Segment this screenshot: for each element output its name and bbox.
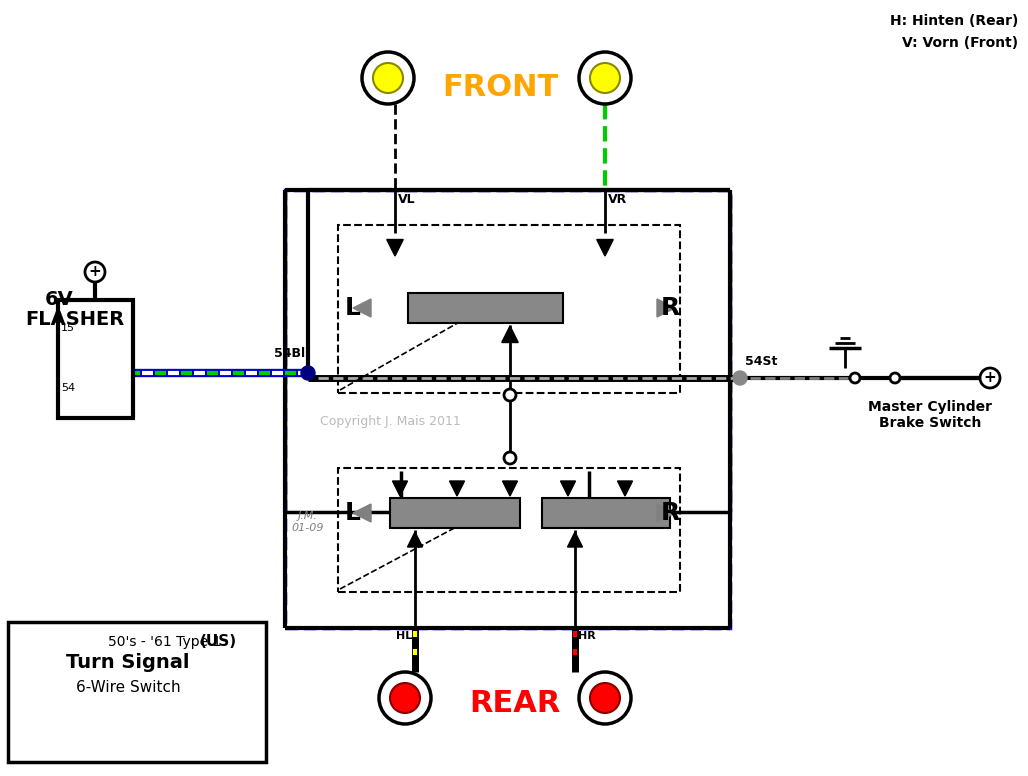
Text: (US): (US) <box>199 635 236 650</box>
Bar <box>285 190 730 628</box>
Text: 54St: 54St <box>745 355 777 368</box>
Text: 15: 15 <box>61 323 75 333</box>
Circle shape <box>85 262 105 282</box>
Circle shape <box>890 373 900 383</box>
Text: 6-Wire Switch: 6-Wire Switch <box>76 681 180 695</box>
Circle shape <box>301 366 315 380</box>
Polygon shape <box>657 504 675 522</box>
Text: 54Bl: 54Bl <box>273 347 305 360</box>
Polygon shape <box>387 240 403 256</box>
Polygon shape <box>657 299 675 317</box>
Bar <box>338 225 680 393</box>
Circle shape <box>362 52 414 104</box>
Polygon shape <box>502 326 518 342</box>
Bar <box>58 300 133 418</box>
Text: H: Hinten (Rear): H: Hinten (Rear) <box>889 14 1018 28</box>
Bar <box>390 498 520 528</box>
Circle shape <box>390 683 420 713</box>
Text: 6V: 6V <box>45 290 74 309</box>
Text: +: + <box>984 370 996 386</box>
Polygon shape <box>560 481 576 496</box>
Bar <box>542 498 670 528</box>
Text: V: Vorn (Front): V: Vorn (Front) <box>902 36 1018 50</box>
Text: J.M.
01-09: J.M. 01-09 <box>292 511 324 533</box>
Circle shape <box>504 452 516 464</box>
Text: VR: VR <box>608 193 627 206</box>
Circle shape <box>373 63 403 93</box>
Text: Copyright J. Mais 2011: Copyright J. Mais 2011 <box>320 415 461 428</box>
Text: +: + <box>88 265 102 279</box>
Circle shape <box>379 672 431 724</box>
Polygon shape <box>503 481 517 496</box>
Circle shape <box>579 672 631 724</box>
Text: 54: 54 <box>61 383 75 393</box>
Polygon shape <box>353 504 371 522</box>
Circle shape <box>579 52 631 104</box>
Circle shape <box>850 373 860 383</box>
Circle shape <box>590 683 620 713</box>
Circle shape <box>504 389 516 401</box>
Text: REAR: REAR <box>470 688 560 718</box>
Text: VL: VL <box>398 193 415 206</box>
Circle shape <box>980 368 1000 388</box>
Text: L: L <box>345 296 361 320</box>
Text: HR: HR <box>578 631 596 641</box>
Text: HL: HL <box>396 631 412 641</box>
Polygon shape <box>596 240 614 256</box>
Text: 50's - '61 Type 1: 50's - '61 Type 1 <box>108 635 221 649</box>
Text: Master Cylinder
Brake Switch: Master Cylinder Brake Switch <box>868 400 992 430</box>
Text: R: R <box>660 501 680 525</box>
Text: FRONT: FRONT <box>442 74 558 102</box>
Circle shape <box>590 63 620 93</box>
Polygon shape <box>618 481 632 496</box>
Bar <box>8 622 266 762</box>
Text: Turn Signal: Turn Signal <box>66 653 190 671</box>
Circle shape <box>733 371 747 385</box>
Polygon shape <box>353 299 371 317</box>
Polygon shape <box>393 481 407 496</box>
Bar <box>338 468 680 592</box>
Text: L: L <box>345 501 361 525</box>
Polygon shape <box>567 532 583 547</box>
Text: FLASHER: FLASHER <box>25 310 124 329</box>
Bar <box>408 293 563 323</box>
Text: R: R <box>660 296 680 320</box>
Polygon shape <box>407 532 423 547</box>
Polygon shape <box>449 481 465 496</box>
